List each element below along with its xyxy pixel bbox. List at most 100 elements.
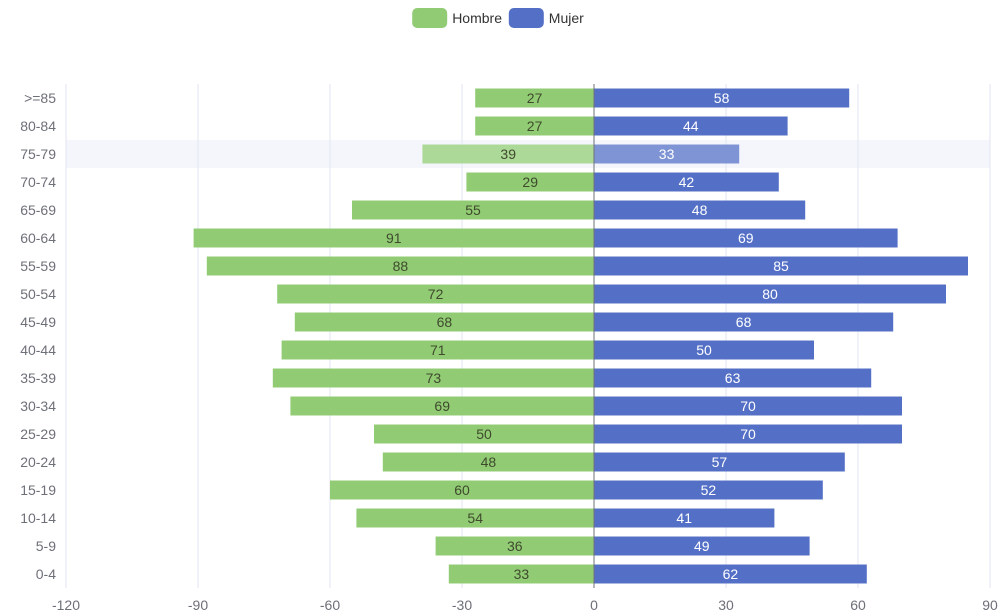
bar-hombre[interactable] <box>374 424 594 444</box>
y-tick-label: 60-64 <box>20 230 56 246</box>
data-label-mujer: 48 <box>692 202 708 218</box>
data-label-mujer: 41 <box>676 510 692 526</box>
data-label-hombre: 91 <box>386 230 402 246</box>
bar-hombre[interactable] <box>435 536 594 556</box>
y-tick-label: >=85 <box>24 90 56 106</box>
y-tick-label: 30-34 <box>20 398 56 414</box>
bar-mujer[interactable] <box>594 116 788 136</box>
bar-mujer[interactable] <box>594 452 845 472</box>
x-tick-label: 60 <box>850 597 866 613</box>
y-tick-label: 10-14 <box>20 510 56 526</box>
bar-mujer[interactable] <box>594 480 823 500</box>
legend-label: Mujer <box>549 10 584 26</box>
data-label-mujer: 69 <box>738 230 754 246</box>
bar-hombre[interactable] <box>193 228 594 248</box>
data-label-hombre: 27 <box>527 90 543 106</box>
data-label-hombre: 36 <box>507 538 523 554</box>
bar-hombre[interactable] <box>330 480 594 500</box>
data-label-mujer: 57 <box>712 454 728 470</box>
bar-mujer[interactable] <box>594 200 806 220</box>
bar-mujer[interactable] <box>594 424 902 444</box>
bar-hombre[interactable] <box>277 284 594 304</box>
y-tick-label: 45-49 <box>20 314 56 330</box>
data-label-hombre: 68 <box>437 314 453 330</box>
y-tick-label: 80-84 <box>20 118 56 134</box>
bar-hombre[interactable] <box>206 256 595 276</box>
y-tick-label: 20-24 <box>20 454 56 470</box>
data-label-mujer: 85 <box>773 258 789 274</box>
x-tick-label: -30 <box>452 597 472 613</box>
legend-item-hombre[interactable]: Hombre <box>412 8 502 28</box>
y-tick-label: 0-4 <box>36 566 56 582</box>
bar-mujer[interactable] <box>594 368 872 388</box>
bar-mujer[interactable] <box>594 312 894 332</box>
data-label-hombre: 69 <box>434 398 450 414</box>
bar-hombre[interactable] <box>475 116 594 136</box>
data-label-mujer: 70 <box>740 426 756 442</box>
y-tick-label: 65-69 <box>20 202 56 218</box>
data-label-mujer: 44 <box>683 118 699 134</box>
legend-swatch <box>508 8 544 28</box>
legend-label: Hombre <box>452 10 502 26</box>
data-label-mujer: 42 <box>679 174 695 190</box>
data-label-mujer: 80 <box>762 286 778 302</box>
grid <box>65 84 991 588</box>
bar-hombre[interactable] <box>290 396 594 416</box>
legend-swatch <box>412 8 448 28</box>
data-label-hombre: 33 <box>514 566 530 582</box>
y-tick-label: 70-74 <box>20 174 56 190</box>
data-label-hombre: 48 <box>481 454 497 470</box>
bar-mujer[interactable] <box>594 172 779 192</box>
bar-mujer[interactable] <box>594 396 902 416</box>
bar-mujer[interactable] <box>594 144 740 164</box>
data-label-mujer: 50 <box>696 342 712 358</box>
legend[interactable]: Hombre Mujer <box>412 8 584 28</box>
x-tick-label: 30 <box>718 597 734 613</box>
data-label-hombre: 73 <box>426 370 442 386</box>
bar-hombre[interactable] <box>356 508 594 528</box>
legend-item-mujer[interactable]: Mujer <box>508 8 584 28</box>
y-tick-label: 50-54 <box>20 286 56 302</box>
data-label-hombre: 72 <box>428 286 444 302</box>
axis: >=85 80-84 75-79 70-74 65-69 60-64 55-59 50-54 4… <box>20 84 998 613</box>
bar-mujer[interactable] <box>594 256 968 276</box>
data-label-mujer: 68 <box>736 314 752 330</box>
bar-mujer[interactable] <box>594 88 850 108</box>
bar-hombre[interactable] <box>352 200 594 220</box>
bar-hombre[interactable] <box>272 368 594 388</box>
x-tick-label: -60 <box>320 597 340 613</box>
data-label-mujer: 52 <box>701 482 717 498</box>
bar-mujer[interactable] <box>594 340 814 360</box>
bar-hombre[interactable] <box>475 88 594 108</box>
data-label-hombre: 71 <box>430 342 446 358</box>
bar-hombre[interactable] <box>422 144 594 164</box>
data-label-hombre: 27 <box>527 118 543 134</box>
x-tick-label: -120 <box>52 597 80 613</box>
y-tick-label: 35-39 <box>20 370 56 386</box>
x-tick-label: -90 <box>188 597 208 613</box>
bar-hombre[interactable] <box>466 172 594 192</box>
data-label-mujer: 49 <box>694 538 710 554</box>
y-tick-label: 15-19 <box>20 482 56 498</box>
bar-hombre[interactable] <box>281 340 594 360</box>
bar-hombre[interactable] <box>294 312 594 332</box>
y-tick-label: 40-44 <box>20 342 56 358</box>
data-label-mujer: 62 <box>723 566 739 582</box>
bar-mujer[interactable] <box>594 284 946 304</box>
data-label-hombre: 54 <box>467 510 483 526</box>
y-tick-label: 55-59 <box>20 258 56 274</box>
y-tick-label: 75-79 <box>20 146 56 162</box>
data-label-hombre: 88 <box>393 258 409 274</box>
bar-mujer[interactable] <box>594 536 810 556</box>
data-label-mujer: 33 <box>659 146 675 162</box>
y-tick-label: 5-9 <box>36 538 56 554</box>
bar-hombre[interactable] <box>382 452 594 472</box>
x-tick-label: 90 <box>982 597 998 613</box>
bar-mujer[interactable] <box>594 564 867 584</box>
bar-mujer[interactable] <box>594 228 898 248</box>
bar-mujer[interactable] <box>594 508 775 528</box>
data-label-hombre: 39 <box>500 146 516 162</box>
bar-hombre[interactable] <box>448 564 594 584</box>
